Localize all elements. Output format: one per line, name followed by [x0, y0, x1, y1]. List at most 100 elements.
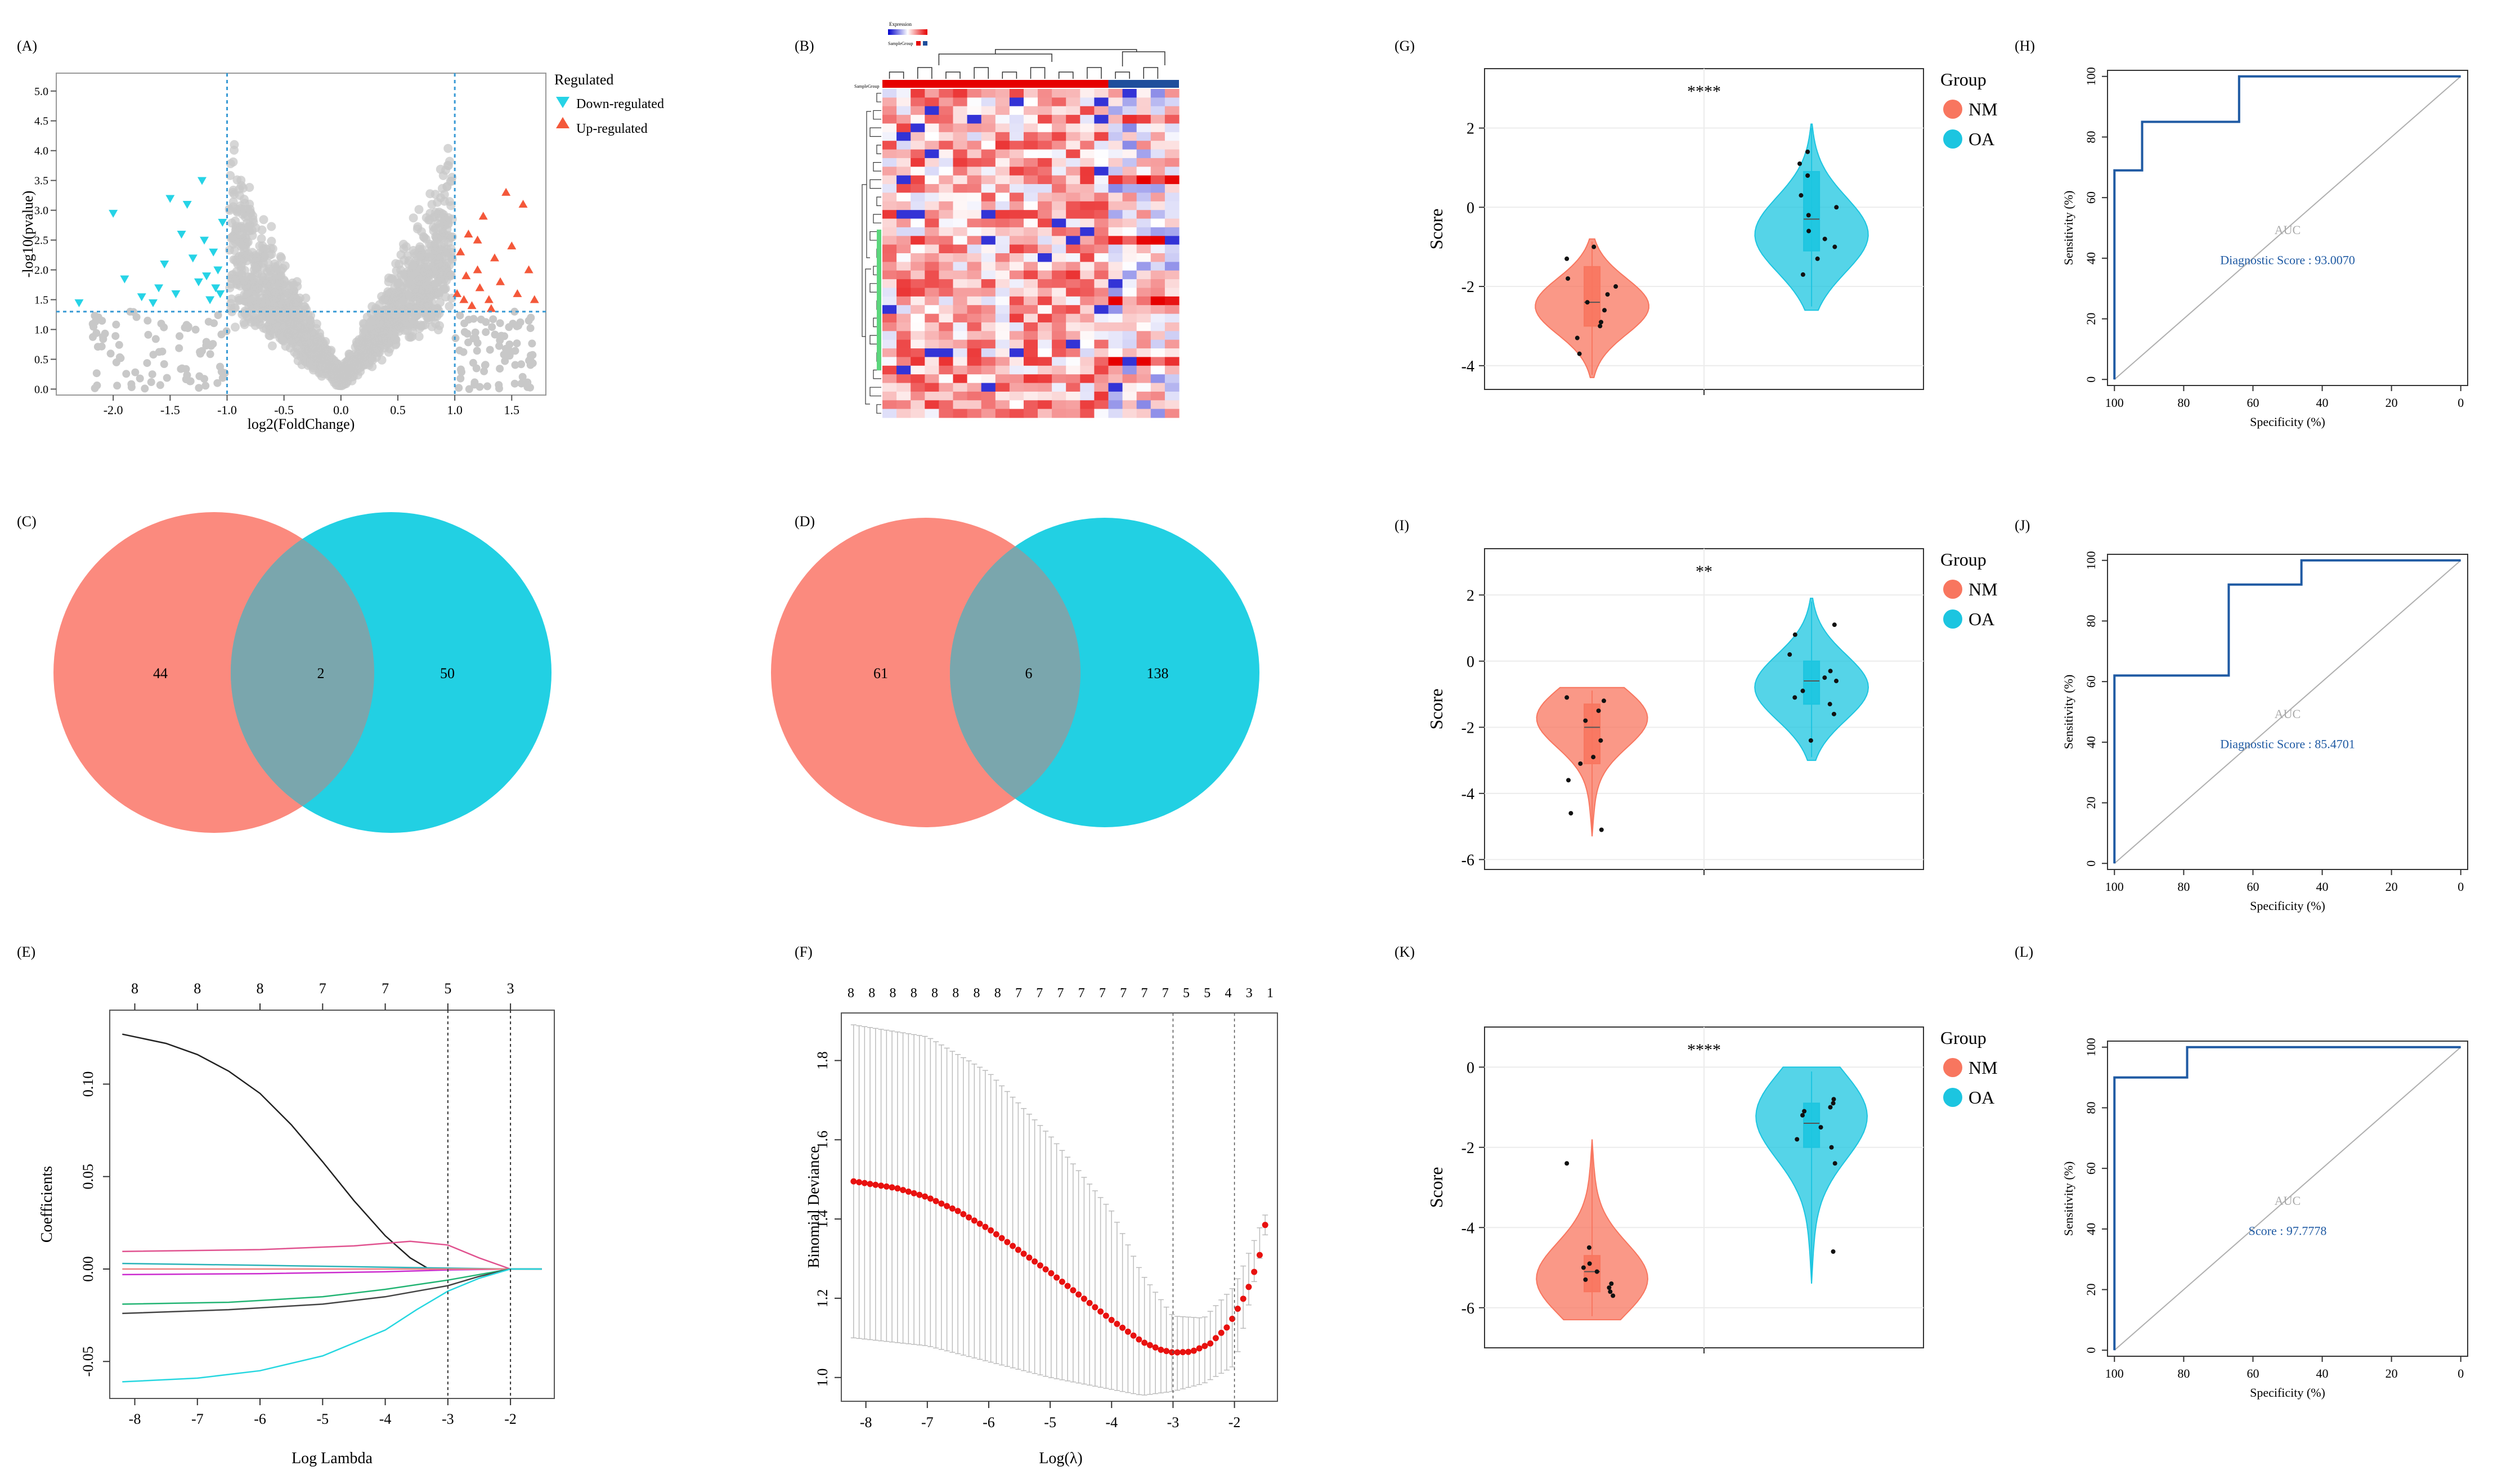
volcano-down-point	[177, 231, 186, 239]
volcano-up-point	[467, 301, 477, 310]
heatmap-cell	[896, 383, 911, 392]
heatmap-cell	[1094, 132, 1109, 141]
heatmap-cell	[995, 391, 1010, 401]
heatmap-cell	[967, 331, 982, 340]
heatmap-cell	[1009, 175, 1024, 185]
heatmap-cell	[911, 123, 925, 133]
heatmap-cell	[1066, 262, 1080, 271]
heatmap-cell	[1080, 288, 1095, 297]
heatmap-cell	[981, 158, 996, 167]
heatmap-cell	[882, 97, 897, 107]
heatmap-cell	[911, 383, 925, 392]
volcano-grey-point	[483, 382, 491, 391]
volcano-grey-point	[393, 321, 402, 330]
violin-legend-title: Group	[1940, 69, 1987, 89]
heatmap-cell	[911, 313, 925, 323]
heatmap-cell	[1024, 383, 1038, 392]
heatmap-cell	[967, 400, 982, 410]
heatmap-cell	[1122, 175, 1137, 185]
heatmap-cell	[1080, 270, 1095, 280]
heatmap-cell	[967, 201, 982, 210]
heatmap-cell	[981, 253, 996, 262]
volcano-grey-point	[414, 332, 424, 341]
heatmap-cell	[911, 365, 925, 375]
volcano-grey-point	[489, 315, 497, 324]
roc-x-tick-label: 100	[2105, 396, 2124, 410]
cv-y-tick-label: 1.0	[814, 1369, 831, 1387]
heatmap-cell	[1038, 279, 1052, 289]
heatmap-cell	[911, 167, 925, 176]
heatmap-cell	[967, 348, 982, 358]
heatmap-cell	[911, 279, 925, 289]
heatmap-cell	[896, 184, 911, 194]
heatmap-cell	[1066, 339, 1080, 349]
roc-auc-label: AUC	[2275, 223, 2301, 237]
heatmap-cell	[1052, 322, 1066, 331]
heatmap-cell	[1080, 167, 1095, 176]
cv-point	[927, 1195, 934, 1202]
volcano-grey-point	[240, 309, 250, 319]
heatmap-cell	[995, 210, 1010, 219]
violin-plot-g: **** -4 -2 0 2 Score Group NM OA	[1426, 68, 1998, 395]
volcano-grey-point	[147, 378, 155, 386]
heatmap-cell	[939, 218, 954, 228]
heatmap-cell	[967, 227, 982, 236]
heatmap-cell	[925, 141, 939, 150]
heatmap-cell	[1066, 236, 1080, 245]
heatmap-cell	[1009, 115, 1024, 124]
heatmap-cell	[925, 409, 939, 418]
heatmap-cell	[981, 244, 996, 254]
heatmap-cell	[1038, 391, 1052, 401]
heatmap-cell	[1164, 236, 1180, 245]
heatmap-cell	[1094, 184, 1109, 194]
heatmap-cell	[967, 374, 982, 384]
heatmap-cell	[1024, 167, 1038, 176]
heatmap-cell	[882, 296, 897, 306]
volcano-grey-point	[290, 306, 300, 315]
cv-point	[1201, 1343, 1208, 1350]
cv-point	[1114, 1320, 1120, 1327]
volcano-y-tick-label: 0.5	[34, 353, 48, 366]
heatmap-cell	[1108, 123, 1123, 133]
violin-data-point	[1805, 173, 1810, 178]
volcano-grey-point	[305, 322, 315, 331]
heatmap-cell	[896, 158, 911, 167]
volcano-grey-point	[401, 242, 411, 252]
heatmap-cell	[1094, 201, 1109, 210]
heatmap-cell	[882, 244, 897, 254]
heatmap-cell	[1052, 132, 1066, 141]
volcano-legend-up: Up-regulated	[576, 122, 648, 136]
heatmap-cell	[967, 244, 982, 254]
volcano-down-point	[218, 218, 227, 227]
heatmap-cell	[1108, 279, 1123, 289]
roc-y-tick-label: 100	[2084, 67, 2098, 86]
heatmap-cell	[896, 313, 911, 323]
volcano-grey-point	[183, 324, 192, 332]
heatmap-cell	[1066, 313, 1080, 323]
heatmap-cell	[882, 279, 897, 289]
heatmap-cell	[1052, 357, 1066, 366]
volcano-grey-point	[481, 361, 490, 369]
heatmap-cell	[1150, 236, 1165, 245]
heatmap-cell	[995, 296, 1010, 306]
heatmap-cell	[967, 184, 982, 194]
heatmap-cell	[1066, 348, 1080, 358]
roc-curve	[2113, 559, 2461, 864]
heatmap-cell	[967, 409, 982, 418]
heatmap-cell	[1122, 305, 1137, 315]
volcano-grey-point	[373, 316, 383, 325]
heatmap-cell	[1038, 262, 1052, 271]
violin-data-point	[1815, 256, 1820, 261]
cv-point	[911, 1190, 917, 1196]
heatmap-cell	[925, 279, 939, 289]
volcano-down-point	[209, 248, 218, 257]
heatmap-cell	[882, 348, 897, 358]
heatmap-cell	[953, 262, 968, 271]
cv-top-tick-label: 8	[974, 986, 980, 1001]
heatmap-cell	[995, 167, 1010, 176]
panel-label-k: (K)	[1395, 944, 1415, 960]
heatmap-cell	[1080, 409, 1095, 418]
heatmap-cell	[925, 391, 939, 401]
heatmap-cell	[882, 400, 897, 410]
heatmap-cell	[925, 192, 939, 202]
